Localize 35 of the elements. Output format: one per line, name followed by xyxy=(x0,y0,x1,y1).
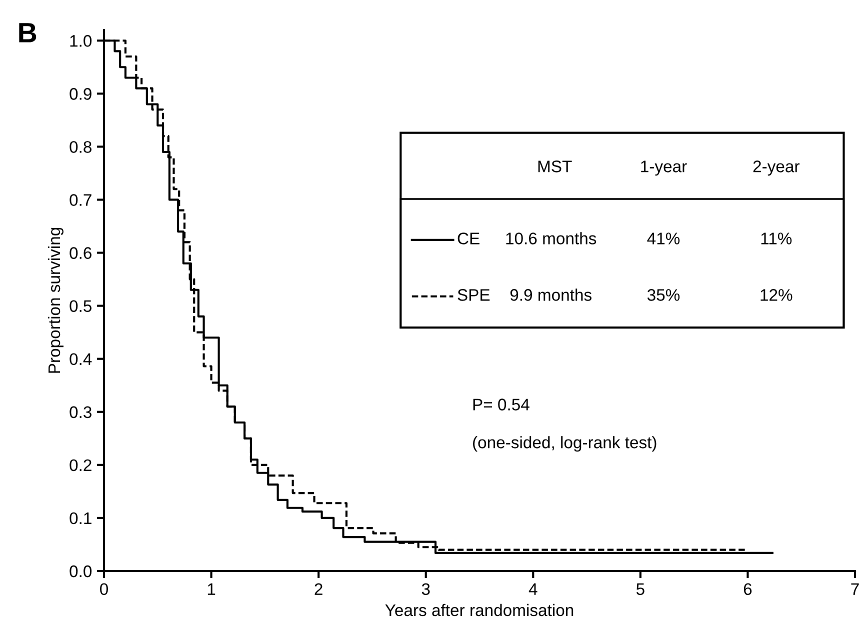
y-tick-label: 1.0 xyxy=(70,35,92,47)
x-tick-label: 4 xyxy=(528,583,538,595)
annotation: MST xyxy=(538,160,572,172)
y-tick-label: 0.5 xyxy=(70,300,92,312)
x-axis-title: Years after randomisation xyxy=(385,604,574,616)
annotation: 35% xyxy=(647,289,680,301)
annotation: (one-sided, log-rank test) xyxy=(473,436,656,452)
annotation: 12% xyxy=(760,289,792,301)
x-tick-label: 7 xyxy=(851,583,859,595)
x-tick-label: 1 xyxy=(208,583,216,595)
annotation: 41% xyxy=(647,232,680,244)
legend-label: CE xyxy=(458,232,480,244)
annotation: 10.6 months xyxy=(506,232,596,244)
y-axis-title: Proportion surviving xyxy=(48,228,64,373)
y-tick-label: 0.7 xyxy=(70,194,92,206)
x-tick-label: 5 xyxy=(636,583,644,596)
x-tick-label: 2 xyxy=(314,583,322,595)
annotation: 11% xyxy=(761,232,792,244)
annotation: 1-year xyxy=(641,160,687,176)
y-tick-label: 0.9 xyxy=(70,88,92,100)
annotation: 9.9 months xyxy=(510,288,592,301)
text: B xyxy=(19,23,36,42)
y-tick-label: 0.0 xyxy=(70,565,92,578)
y-tick-label: 0.4 xyxy=(70,353,92,366)
y-tick-label: 0.8 xyxy=(70,141,92,153)
legend-label: SPE xyxy=(458,289,490,301)
y-tick-label: 0.3 xyxy=(70,406,92,418)
y-tick-label: 0.6 xyxy=(70,247,92,259)
annotation: P= 0.54 xyxy=(473,398,530,410)
annotation: 2-year xyxy=(753,160,800,176)
y-tick-label: 0.2 xyxy=(70,459,92,472)
x-tick-label: 6 xyxy=(744,583,752,596)
y-tick-label: 0.1 xyxy=(70,512,92,524)
x-tick-label: 0 xyxy=(100,583,108,596)
x-tick-label: 3 xyxy=(422,583,430,596)
